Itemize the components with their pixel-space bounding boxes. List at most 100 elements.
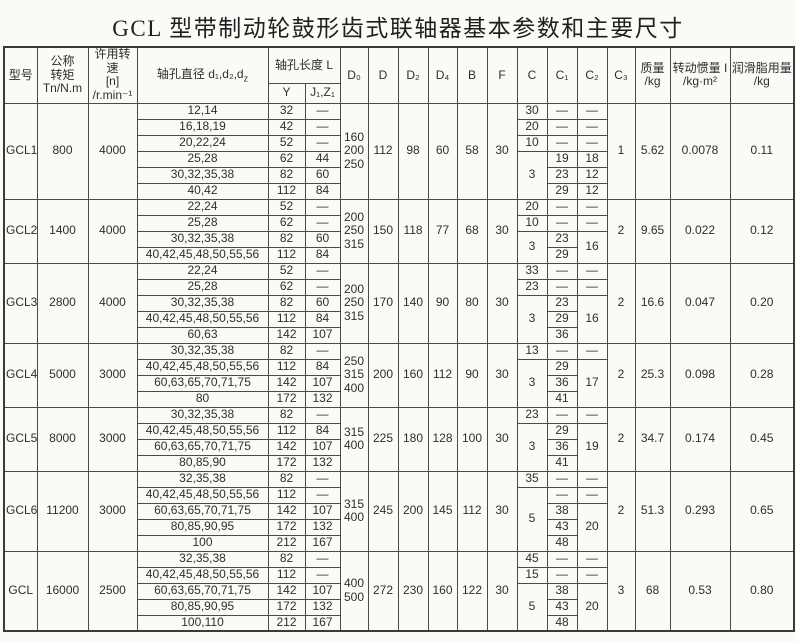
col-header-bore-diameter: 轴孔直径 d₁,d₂,dz [136,46,269,104]
cell-bore-diameter: 60,63 [136,326,269,344]
cell-f: 30 [486,198,518,264]
cell-bore-diameter: 40,42,45,48,50,55,56 [136,358,269,376]
cell-length-y: 142 [267,582,306,600]
cell-bore-diameter: 80,85,90,95 [136,518,269,536]
cell-length-j1z1: 132 [304,454,341,472]
cell-length-y: 112 [267,566,306,584]
cell-c2: — [576,262,608,280]
cell-c1: 29 [546,182,578,200]
cell-bore-diameter: 40,42,45,48,50,55,56 [136,310,269,328]
cell-c1: — [546,134,578,152]
cell-d2: 160 [397,342,429,408]
cell-bore-diameter: 80 [136,390,269,408]
cell-length-j1z1: 84 [304,310,341,328]
cell-length-j1z1: 167 [304,614,341,632]
cell-c1: — [546,486,578,504]
cell-c1: 23 [546,294,578,312]
cell-c1: 38 [546,502,578,520]
cell-bore-diameter: 12,14 [136,102,269,120]
cell-c2: 17 [576,358,608,408]
cell-length-j1z1: 107 [304,582,341,600]
cell-model: GCL [3,550,38,632]
cell-c1: — [546,262,578,280]
cell-mass: 34.7 [634,406,671,472]
table-row: 80,85,90,95 172 132 43 [4,598,794,616]
cell-c1: 41 [546,390,578,408]
cell-bore-diameter: 30,32,35,38 [136,294,269,312]
cell-model: GCL1 [3,102,38,200]
table-row: GCL1 800 4000 12,14 32—160 200 250 112 98 60 58 3… [3,102,795,200]
cell-c1: — [546,278,578,296]
cell-c: 3 [516,358,548,408]
cell-grease: 0.20 [729,262,795,344]
cell-model: GCL3 [3,262,38,344]
table-row: 100,110 212 167 48 [4,614,794,632]
cell-c3: 2 [606,406,636,472]
cell-d2: 118 [397,198,429,264]
cell-c1: 29 [546,310,578,328]
cell-c: 15 [516,566,548,584]
cell-speed: 3000 [87,470,138,552]
cell-bore-diameter: 60,63,65,70,71,75 [136,374,269,392]
cell-mass: 5.62 [634,102,671,200]
cell-d4: 128 [427,406,458,472]
cell-length-y: 52 [267,198,306,216]
cell-c: 5 [516,486,548,552]
cell-mass: 25.3 [634,342,671,408]
cell-bore-diameter: 25,28 [136,150,269,168]
cell-c2: 18 [576,150,608,168]
cell-speed: 3000 [87,406,138,472]
cell-c2: 12 [576,166,608,184]
cell-length-j1z1: 107 [304,438,341,456]
cell-inertia: 0.098 [669,342,731,408]
cell-c: 3 [516,150,548,200]
cell-d: 245 [367,470,399,552]
cell-torque: 800 [36,102,89,200]
cell-c: 3 [516,230,548,264]
cell-length-j1z1: 84 [304,422,341,440]
col-header-length-j1z1: J₁,Z₁ [304,82,341,104]
cell-d4: 112 [427,342,458,408]
cell-inertia: 0.53 [669,550,731,632]
cell-f: 30 [486,262,518,344]
cell-bore-diameter: 40,42,45,48,50,55,56 [136,246,269,264]
cell-grease: 0.80 [729,550,795,632]
cell-grease: 0.45 [729,406,795,472]
table-row: 25,28 62 44 3 19 18 [4,150,794,200]
cell-f: 30 [486,470,518,552]
cell-c1: 43 [546,518,578,536]
cell-b: 122 [456,550,488,632]
col-header-d0: D₀ [339,46,369,104]
cell-length-y: 172 [267,598,306,616]
cell-length-y: 82 [267,230,306,248]
cell-length-y: 112 [267,358,306,376]
cell-c1: 38 [546,582,578,600]
cell-mass: 51.3 [634,470,671,552]
cell-c2: — [576,198,608,216]
cell-length-j1z1: — [304,262,341,280]
cell-d0: 200 250 315 [339,198,369,264]
cell-c1: — [546,566,578,584]
cell-length-y: 82 [267,342,306,360]
cell-bore-diameter: 60,63,65,70,71,75 [136,582,269,600]
cell-c: 23 [516,406,548,424]
cell-c1: 48 [546,534,578,552]
cell-c2: — [576,278,608,296]
col-header-d4: D₄ [427,46,458,104]
table-row: 40,42,45,48,50,55,56 112 84 3 29 17 [4,358,794,408]
table-row: 60,63 142 107 36 [4,326,794,344]
cell-c2: — [576,214,608,232]
cell-length-j1z1: 60 [304,294,341,312]
cell-length-j1z1: 60 [304,166,341,184]
cell-c2: 12 [576,182,608,200]
cell-inertia: 0.047 [669,262,731,344]
cell-length-y: 212 [267,534,306,552]
cell-c: 13 [516,342,548,360]
cell-length-j1z1: 44 [304,150,341,168]
cell-length-y: 172 [267,390,306,408]
table-row: 30,32,35,38 82 60 3 23 16 [4,230,794,264]
cell-b: 112 [456,470,488,552]
col-header-speed: 许用转速 [n] /r.min⁻¹ [87,46,138,104]
table-row: GCL4 5000 3000 30,32,35,38 82—250 315 400 200… [3,342,795,408]
